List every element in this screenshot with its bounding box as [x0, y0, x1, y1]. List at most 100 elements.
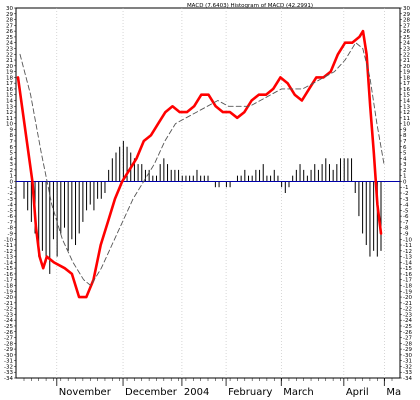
y-tick-label-left: -21 [4, 301, 13, 307]
y-tick-label-right: 20 [403, 64, 410, 70]
y-tick-label-right: 16 [403, 87, 410, 93]
y-tick-label-left: 7 [10, 139, 14, 145]
y-tick-label-right: 18 [403, 75, 410, 81]
y-tick-label-right: -15 [403, 266, 412, 272]
y-tick-label-right: 6 [403, 145, 407, 151]
y-tick-label-left: 1 [10, 174, 14, 180]
y-tick-label-right: 30 [403, 6, 410, 12]
y-tick-label-left: -8 [8, 226, 14, 232]
y-tick-label-right: 23 [403, 46, 410, 52]
y-tick-label-right: 29 [403, 12, 410, 18]
y-tick-label-left: 23 [6, 46, 13, 52]
y-tick-label-right: 4 [403, 156, 407, 162]
y-tick-label-right: 25 [403, 35, 410, 41]
macd-line [16, 29, 383, 299]
y-tick-label-right: -17 [403, 278, 412, 284]
y-tick-label-right: 15 [403, 93, 410, 99]
y-tick-label-right: 2 [403, 168, 407, 174]
y-tick-label-left: -5 [8, 208, 14, 214]
x-tick-label: Ma [386, 387, 401, 398]
y-tick-label-left: -28 [4, 341, 13, 347]
y-tick-label-left: -33 [4, 370, 13, 376]
y-tick-label-right: 11 [403, 116, 410, 122]
y-tick-label-left: 15 [6, 93, 13, 99]
y-tick-label-right: -7 [403, 220, 409, 226]
y-tick-label-right: -12 [403, 249, 412, 255]
y-tick-label-right: 13 [403, 104, 410, 110]
y-tick-label-right: -20 [403, 295, 412, 301]
y-tick-label-right: -11 [403, 243, 412, 249]
y-tick-label-right: -32 [403, 364, 412, 370]
y-tick-label-right: -26 [403, 330, 412, 336]
y-tick-label-left: -1 [8, 185, 13, 191]
y-tick-label-left: -22 [4, 307, 13, 313]
y-tick-label-right: 10 [403, 122, 410, 128]
y-tick-label-right: 26 [403, 29, 410, 35]
y-tick-label-left: 26 [6, 29, 13, 35]
y-tick-label-left: 19 [6, 70, 13, 76]
x-tick-label: February [228, 387, 272, 398]
y-tick-label-right: -25 [403, 324, 412, 330]
x-tick-label: November [59, 387, 112, 398]
y-tick-label-left: -20 [4, 295, 13, 301]
y-tick-label-right: -3 [403, 197, 409, 203]
y-tick-label-left: -26 [4, 330, 13, 336]
y-tick-label-right: -23 [403, 312, 412, 318]
y-tick-label-right: 3 [403, 162, 407, 168]
y-tick-label-left: -14 [4, 260, 13, 266]
y-tick-label-left: -25 [4, 324, 13, 330]
y-tick-label-left: 20 [6, 64, 13, 70]
y-tick-label-left: 18 [6, 75, 13, 81]
y-tick-label-right: -29 [403, 347, 412, 353]
y-tick-label-right: 12 [403, 110, 410, 116]
y-tick-label-left: 10 [6, 122, 13, 128]
y-tick-label-right: 19 [403, 70, 410, 76]
x-tick-label: March [283, 387, 313, 398]
y-tick-label-right: 28 [403, 18, 410, 24]
y-tick-label-left: -30 [4, 353, 13, 359]
y-tick-label-left: 3 [10, 162, 14, 168]
y-tick-label-left: 11 [6, 116, 13, 122]
y-tick-label-left: -32 [4, 364, 13, 370]
y-tick-label-right: 24 [403, 41, 410, 47]
y-tick-label-right: -33 [403, 370, 412, 376]
y-tick-label-left: -17 [4, 278, 13, 284]
y-tick-label-left: 22 [6, 52, 13, 58]
y-tick-label-left: 12 [6, 110, 13, 116]
y-tick-label-right: -13 [403, 255, 412, 261]
y-tick-label-right: -22 [403, 307, 412, 313]
y-tick-label-left: 25 [6, 35, 13, 41]
y-tick-label-right: 7 [403, 139, 407, 145]
y-tick-label-right: -4 [403, 203, 409, 209]
y-tick-label-left: -16 [4, 272, 13, 278]
y-tick-label-left: -11 [4, 243, 13, 249]
y-tick-label-right: -27 [403, 336, 412, 342]
chart-title: MACD (7.6403) Histogram of MACD (42.2991… [187, 3, 313, 9]
y-tick-label-left: 0 [10, 179, 14, 185]
y-tick-label-right: -34 [403, 376, 412, 382]
y-tick-label-left: -10 [4, 237, 13, 243]
y-tick-label-left: 9 [10, 127, 14, 133]
x-axis: November December 2004 February March April Ma [23, 378, 401, 398]
y-tick-label-left: -4 [8, 203, 14, 209]
y-tick-label-left: -23 [4, 312, 13, 318]
y-tick-label-left: 28 [6, 18, 13, 24]
y-tick-label-left: -34 [4, 376, 13, 382]
y-tick-label-left: -29 [4, 347, 13, 353]
y-tick-label-left: 16 [6, 87, 13, 93]
y-tick-label-right: -16 [403, 272, 412, 278]
y-tick-label-right: -21 [403, 301, 412, 307]
y-tick-label-right: -8 [403, 226, 409, 232]
y-tick-label-left: -3 [8, 197, 14, 203]
y-tick-label-right: -24 [403, 318, 412, 324]
y-tick-label-left: -6 [8, 214, 14, 220]
y-axis-left: 3029282726252423222120191817161514131211… [4, 6, 16, 382]
x-tick-label: 2004 [184, 387, 209, 398]
y-tick-label-right: -9 [403, 231, 409, 237]
y-tick-label-left: -27 [4, 336, 13, 342]
y-tick-label-left: 4 [10, 156, 14, 162]
y-tick-label-right: 0 [403, 179, 407, 185]
y-tick-label-left: -12 [4, 249, 13, 255]
y-tick-label-right: -10 [403, 237, 412, 243]
